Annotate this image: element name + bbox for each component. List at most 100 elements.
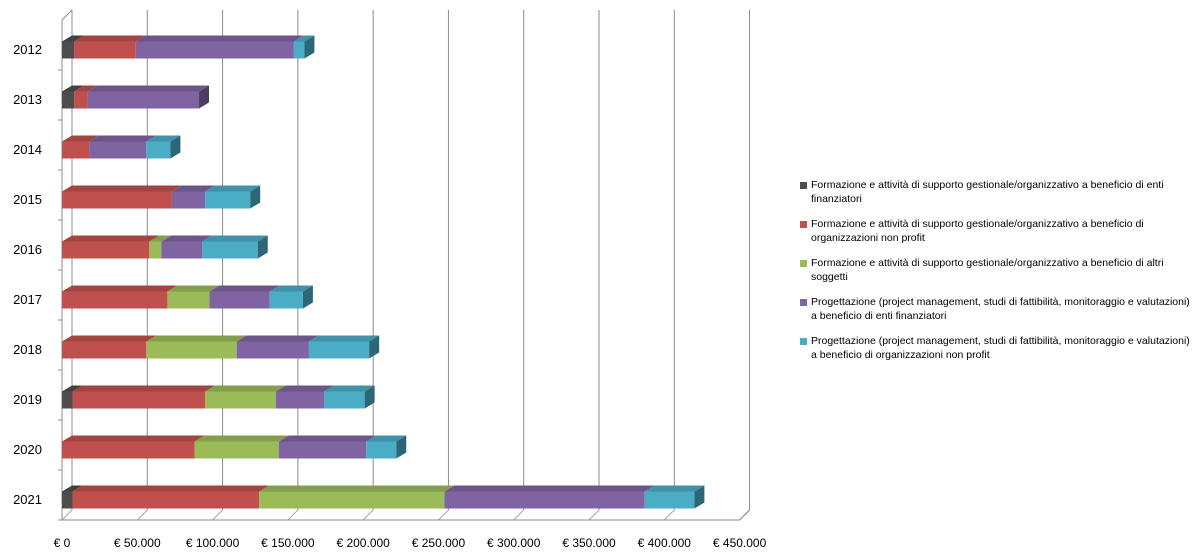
x-tick-label: € 50.000 xyxy=(114,536,161,550)
x-tick-label: € 250.000 xyxy=(412,536,466,550)
bar-segment-top xyxy=(74,85,98,92)
floor-gridline xyxy=(136,509,148,521)
bar-segment-top xyxy=(209,285,280,292)
bar-segment xyxy=(275,391,324,409)
bar-segment-side xyxy=(369,335,380,359)
bar-segment xyxy=(205,391,276,409)
y-tick-label: 2019 xyxy=(13,392,42,407)
bar-segment-top xyxy=(62,135,100,142)
bar-segment-top xyxy=(171,185,216,192)
bar-segment xyxy=(89,141,147,159)
bar-segment xyxy=(146,341,237,359)
x-tick-label: € 100.000 xyxy=(186,536,240,550)
bar-segment xyxy=(62,491,73,509)
bar-segment xyxy=(269,291,303,309)
bar-segment-top xyxy=(89,135,157,142)
bar-segment-top xyxy=(161,235,213,242)
floor-gridline xyxy=(287,509,299,521)
floor-gridline xyxy=(362,509,374,521)
chart-legend: Formazione e attività di supporto gestio… xyxy=(800,178,1192,373)
bar-segment xyxy=(161,241,203,259)
y-tick-label: 2016 xyxy=(13,242,42,257)
legend-label: Formazione e attività di supporto gestio… xyxy=(811,179,1164,205)
bar-segment-top xyxy=(146,335,247,342)
legend-swatch xyxy=(800,182,807,189)
y-tick-label: 2012 xyxy=(13,42,42,57)
legend-swatch xyxy=(800,221,807,228)
bar-segment xyxy=(209,291,270,309)
floor-gridline xyxy=(61,509,73,521)
x-tick-label: € 300.000 xyxy=(487,536,541,550)
bar-segment-side xyxy=(170,135,181,159)
bar-segment xyxy=(308,341,370,359)
legend-label: Progettazione (project management, studi… xyxy=(811,296,1190,322)
bar-segment-side xyxy=(396,435,407,459)
bar-segment xyxy=(62,141,90,159)
x-tick-label: € 150.000 xyxy=(261,536,315,550)
x-tick-label: € 0 xyxy=(54,536,71,550)
bar-segment xyxy=(62,91,75,109)
bar-segment-side xyxy=(364,385,375,409)
bar-segment xyxy=(366,441,397,459)
bar-segment-top xyxy=(269,285,313,292)
bar-segment-side xyxy=(199,85,210,109)
bar-segment-top xyxy=(62,435,205,442)
x-tick-label: € 450.000 xyxy=(713,536,767,550)
bar-segment-top xyxy=(62,185,182,192)
bar-segment xyxy=(62,391,73,409)
bar-segment xyxy=(146,141,171,159)
bar-segment xyxy=(135,41,294,59)
y-tick-label: 2013 xyxy=(13,92,42,107)
bar-segment-top xyxy=(146,135,181,142)
bar-segment xyxy=(205,191,251,209)
bar-segment xyxy=(72,391,206,409)
bar-segment-top xyxy=(62,485,83,492)
bar-segment-top xyxy=(275,385,334,392)
bar-segment-top xyxy=(205,185,261,192)
y-tick-label: 2018 xyxy=(13,342,42,357)
bar-segment-top xyxy=(278,435,377,442)
bar-segment-top xyxy=(74,35,146,42)
bar-segment-top xyxy=(644,485,705,492)
floor-gridline xyxy=(438,509,449,521)
bar-segment-side xyxy=(694,485,705,509)
bar-segment-top xyxy=(149,235,172,242)
bar-segment-top xyxy=(167,285,220,292)
bar-segment-top xyxy=(308,335,380,342)
x-tick-label: € 400.000 xyxy=(638,536,692,550)
bar-segment-top xyxy=(87,85,210,92)
bar-segment xyxy=(259,491,445,509)
bar-segment-top xyxy=(194,435,289,442)
bar-segment-top xyxy=(259,485,455,492)
floor-gridline xyxy=(513,509,525,521)
floor-right-edge xyxy=(739,509,750,521)
bar-segment-top xyxy=(62,235,160,242)
bar-segment xyxy=(74,91,88,109)
bar-segment xyxy=(293,41,305,59)
bar-segment-top xyxy=(62,35,85,42)
bar-segment xyxy=(149,241,162,259)
legend-item: Progettazione (project management, studi… xyxy=(800,295,1192,323)
bar-segment-side xyxy=(257,235,268,259)
bar-segment-top xyxy=(72,385,216,392)
bar-segment xyxy=(167,291,210,309)
legend-swatch xyxy=(800,338,807,345)
bar-segment-top xyxy=(366,435,407,442)
bar-segment xyxy=(62,341,147,359)
bar-segment-side xyxy=(304,35,315,59)
bar-segment-top xyxy=(72,485,270,492)
floor-gridline xyxy=(588,509,600,521)
bar-segment-top xyxy=(324,385,375,392)
legend-swatch xyxy=(800,260,807,267)
bar-segment-top xyxy=(62,285,178,292)
legend-label: Progettazione (project management, studi… xyxy=(811,335,1190,361)
left-wall-top-edge xyxy=(61,9,73,21)
bar-segment-top xyxy=(202,235,268,242)
x-tick-label: € 350.000 xyxy=(562,536,616,550)
legend-item: Formazione e attività di supporto gestio… xyxy=(800,178,1192,206)
legend-item: Progettazione (project management, studi… xyxy=(800,334,1192,362)
bar-segment xyxy=(72,491,260,509)
floor-gridline xyxy=(212,509,223,521)
bar-segment xyxy=(444,491,645,509)
